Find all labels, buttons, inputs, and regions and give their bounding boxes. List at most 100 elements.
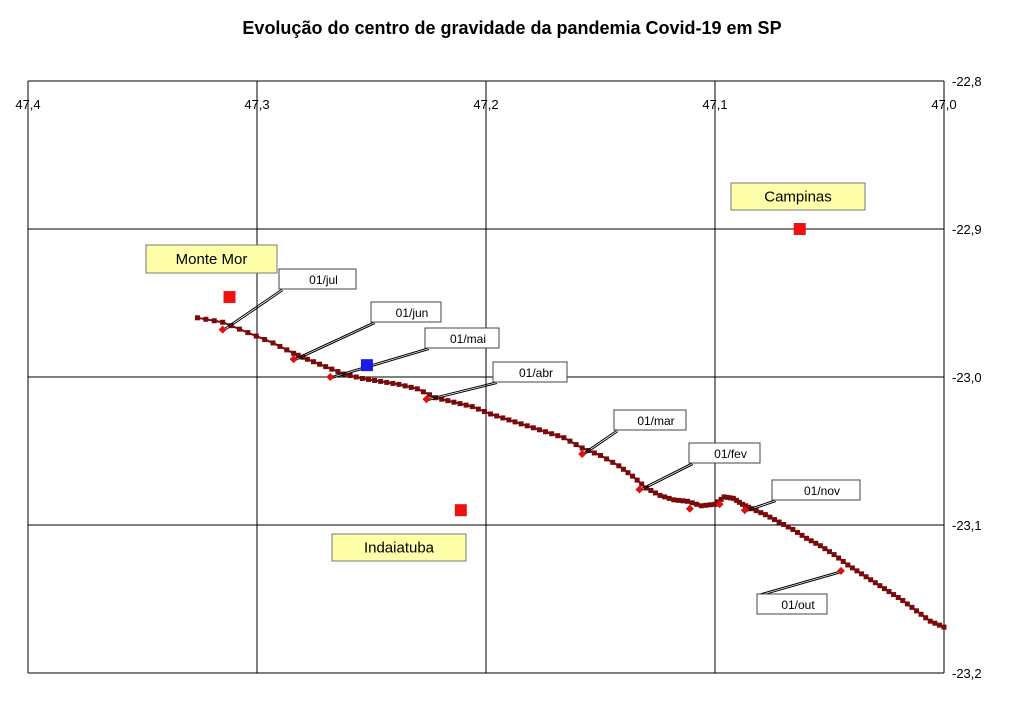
callout-leader <box>330 347 429 378</box>
track-point <box>808 538 814 544</box>
track-point <box>270 340 276 346</box>
track-point <box>648 487 654 493</box>
current-position-marker <box>360 359 373 372</box>
track-point <box>772 517 778 523</box>
callout-leader <box>222 288 283 331</box>
track-point <box>721 494 727 500</box>
track-point <box>329 366 335 372</box>
track-line <box>197 316 945 629</box>
x-tick-label: 47,0 <box>931 97 956 112</box>
track-point <box>384 379 390 385</box>
track-point <box>712 501 718 507</box>
city-label-box <box>331 533 467 562</box>
track-point <box>891 592 897 598</box>
month-callouts: 01/jul 01/jun 01/mai 01/abr 01/mar 01/fev 01/n… <box>218 268 861 615</box>
track-point <box>736 499 742 505</box>
callout-leader <box>223 290 284 332</box>
track-point <box>194 315 200 321</box>
track-point <box>494 413 500 419</box>
track-point <box>512 419 518 425</box>
callout-leader <box>640 464 694 492</box>
track-point <box>220 319 226 325</box>
marker-diamond <box>685 504 694 513</box>
track-point <box>433 395 439 401</box>
track-point <box>927 618 933 624</box>
y-tick-label: -23,1 <box>952 518 982 533</box>
track-point <box>291 350 297 356</box>
track-point <box>414 386 420 392</box>
track-point <box>253 333 259 339</box>
callout-leader <box>581 429 618 455</box>
track-point <box>236 326 242 332</box>
month-marker <box>836 566 845 575</box>
track-point <box>936 622 942 628</box>
track-point <box>359 375 365 381</box>
city-marker <box>454 504 467 517</box>
track-point <box>746 504 752 510</box>
track-point <box>753 508 759 514</box>
track-point <box>372 377 378 383</box>
track-point <box>909 604 915 610</box>
track-point <box>262 337 268 343</box>
month-label-box <box>613 409 687 431</box>
track-point <box>854 568 860 574</box>
track-point <box>463 402 469 408</box>
track-point <box>585 448 591 454</box>
track-point <box>561 435 567 441</box>
month-marker <box>740 506 749 515</box>
month-label-box <box>424 327 500 349</box>
track-point <box>813 540 819 546</box>
track-point <box>662 494 668 500</box>
track-point <box>573 442 579 448</box>
track-point <box>341 371 347 377</box>
track-point <box>530 425 536 431</box>
callout-leader <box>759 570 842 595</box>
track-point <box>758 510 764 516</box>
month-label: 01/abr <box>519 366 553 380</box>
track-point <box>427 392 433 398</box>
track-point <box>652 490 658 496</box>
track-point <box>923 615 929 621</box>
track-point <box>872 580 878 586</box>
track-point <box>335 369 341 375</box>
track-series <box>194 315 947 630</box>
callout-leader <box>744 499 776 511</box>
callout-leader <box>582 431 619 456</box>
chart-title: Evolução do centro de gravidade da pande… <box>242 18 782 38</box>
track-point <box>567 438 573 444</box>
callout-leader <box>294 323 376 362</box>
city-marker <box>793 223 806 235</box>
track-point <box>767 514 773 520</box>
month-label: 01/nov <box>804 484 840 498</box>
x-tick-label: 47,4 <box>15 97 40 112</box>
city-label-box <box>145 244 278 274</box>
track-point <box>790 526 796 532</box>
y-tick-label: -23,2 <box>952 666 982 681</box>
month-label: 01/jun <box>396 306 429 320</box>
track-point <box>671 497 677 503</box>
track-point <box>396 381 402 387</box>
track-point <box>900 597 906 603</box>
track-point <box>781 522 787 528</box>
track-point <box>680 498 686 504</box>
month-label: 01/mai <box>450 332 486 346</box>
track-point <box>836 555 842 561</box>
track-point <box>488 411 494 417</box>
x-tick-label: 47,1 <box>702 97 727 112</box>
track-point <box>469 404 475 410</box>
track-point <box>524 423 530 429</box>
track-point <box>549 431 555 437</box>
callout-leader <box>639 462 693 490</box>
track-point <box>245 330 251 336</box>
city-markers: Campinas Monte Mor Indaiatuba <box>145 182 866 562</box>
track-point <box>727 495 733 501</box>
x-tick-labels: 47,4 47,3 47,2 47,1 47,0 <box>15 97 956 112</box>
track-point <box>634 477 640 483</box>
callout-leader <box>331 349 430 379</box>
track-point <box>203 316 209 322</box>
callout-leader <box>760 571 843 596</box>
track-point <box>457 401 463 407</box>
month-label-box <box>278 268 357 290</box>
track-point <box>840 559 846 565</box>
month-marker <box>289 355 298 364</box>
